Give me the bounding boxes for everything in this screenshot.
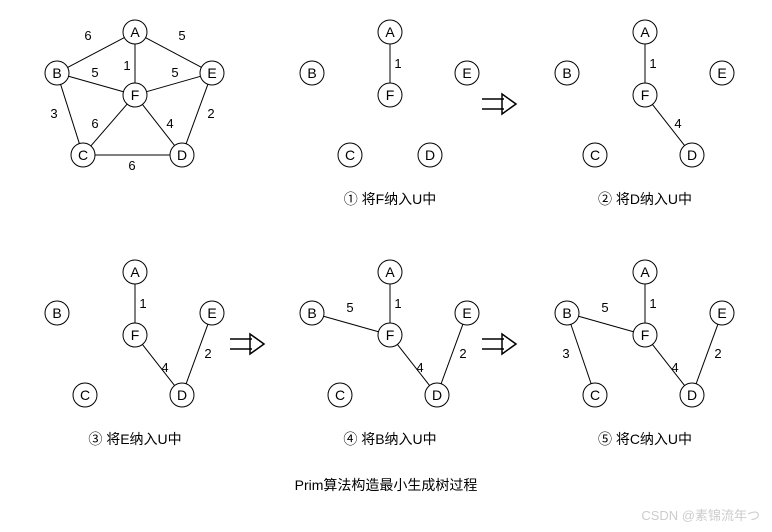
edge-weight: 5 bbox=[346, 300, 353, 315]
panel-p0: 6 5 1 5 5 3 2 6 6 4 A B C D E F bbox=[45, 20, 224, 173]
edge-weight: 1 bbox=[139, 296, 146, 311]
edge-weight: 2 bbox=[459, 346, 466, 361]
edge bbox=[652, 344, 684, 385]
node-label: E bbox=[462, 65, 471, 81]
edge bbox=[186, 84, 208, 143]
edge bbox=[68, 38, 125, 68]
edge-weight: 6 bbox=[84, 28, 91, 43]
node-label: E bbox=[717, 305, 726, 321]
node-label: F bbox=[641, 327, 650, 343]
node-label: A bbox=[385, 24, 395, 40]
edge-weight: 5 bbox=[601, 300, 608, 315]
node-label: D bbox=[177, 387, 187, 403]
diagram-title: Prim算法构造最小生成树过程 bbox=[295, 477, 478, 493]
node-label: C bbox=[590, 387, 600, 403]
edge-weight: 4 bbox=[166, 116, 173, 131]
edge-weight: 5 bbox=[171, 65, 178, 80]
edge-weight: 2 bbox=[207, 106, 214, 121]
node-label: A bbox=[640, 24, 650, 40]
node-label: B bbox=[52, 65, 61, 81]
edge-weight: 1 bbox=[394, 296, 401, 311]
node-label: A bbox=[385, 264, 395, 280]
edge-weight: 4 bbox=[161, 360, 168, 375]
node-label: D bbox=[177, 147, 187, 163]
watermark-text: CSDN @素锦流年つ bbox=[641, 505, 760, 524]
edge bbox=[142, 344, 174, 385]
node-label: D bbox=[687, 147, 697, 163]
node-label: C bbox=[80, 387, 90, 403]
panel-p3: 1 4 2 A B C D E F ③ 将E纳入U中 bbox=[45, 260, 224, 447]
panel-caption: ③ 将E纳入U中 bbox=[88, 431, 181, 447]
edge-weight: 3 bbox=[562, 346, 569, 361]
edge-weight: 1 bbox=[394, 56, 401, 71]
edge-weight: 1 bbox=[649, 296, 656, 311]
node-label: B bbox=[562, 305, 571, 321]
arrow-icon bbox=[230, 334, 264, 354]
edge-weight: 3 bbox=[50, 106, 57, 121]
prim-diagram: 6515532664ABCDEF1ABCDEF① 将F纳入U中14ABCDEF②… bbox=[0, 0, 772, 532]
edge-weight: 1 bbox=[649, 56, 656, 71]
node-label: B bbox=[562, 65, 571, 81]
node-label: E bbox=[207, 305, 216, 321]
edge-weight: 1 bbox=[123, 58, 130, 73]
node-label: C bbox=[345, 147, 355, 163]
node-label: E bbox=[207, 65, 216, 81]
edge bbox=[146, 38, 202, 68]
edge-weight: 5 bbox=[178, 28, 185, 43]
node-label: F bbox=[131, 327, 140, 343]
node-label: D bbox=[425, 147, 435, 163]
edge bbox=[324, 316, 379, 331]
node-label: C bbox=[590, 147, 600, 163]
panel-caption: ④ 将B纳入U中 bbox=[343, 431, 436, 447]
panel-caption: ② 将D纳入U中 bbox=[598, 191, 692, 207]
edge-weight: 6 bbox=[128, 158, 135, 173]
node-label: F bbox=[386, 87, 395, 103]
edge-weight: 6 bbox=[91, 116, 98, 131]
arrow-icon bbox=[482, 334, 516, 354]
edge bbox=[61, 84, 80, 143]
node-label: F bbox=[131, 87, 140, 103]
node-label: D bbox=[687, 387, 697, 403]
edge-weight: 5 bbox=[91, 65, 98, 80]
node-label: A bbox=[130, 264, 140, 280]
edge-weight: 4 bbox=[674, 116, 681, 131]
node-label: D bbox=[432, 387, 442, 403]
node-label: B bbox=[52, 305, 61, 321]
node-label: B bbox=[307, 305, 316, 321]
node-label: C bbox=[335, 387, 345, 403]
node-label: B bbox=[307, 65, 316, 81]
edge bbox=[397, 344, 429, 385]
panel-caption: ⑤ 将C纳入U中 bbox=[598, 431, 692, 447]
node-label: E bbox=[462, 305, 471, 321]
node-label: E bbox=[717, 65, 726, 81]
panel-p2: 1 4 A B C D E F ② 将D纳入U中 bbox=[555, 20, 734, 207]
edge-weight: 4 bbox=[671, 360, 678, 375]
edge bbox=[579, 316, 634, 331]
edge bbox=[571, 324, 591, 383]
edge-weight: 2 bbox=[714, 346, 721, 361]
node-label: F bbox=[386, 327, 395, 343]
panel-p5: 1 4 2 5 3 A B C D E F ⑤ 将C纳入U中 bbox=[555, 260, 734, 447]
node-label: C bbox=[78, 147, 88, 163]
edge-weight: 2 bbox=[204, 346, 211, 361]
node-label: F bbox=[641, 87, 650, 103]
edge-weight: 4 bbox=[416, 360, 423, 375]
node-label: A bbox=[130, 24, 140, 40]
panel-p4: 1 4 2 5 A B C D E F ④ 将B纳入U中 bbox=[300, 260, 479, 447]
arrow-icon bbox=[482, 94, 516, 114]
panel-caption: ① 将F纳入U中 bbox=[344, 191, 437, 207]
node-label: A bbox=[640, 264, 650, 280]
panel-p1: 1 A B C D E F ① 将F纳入U中 bbox=[300, 20, 479, 207]
